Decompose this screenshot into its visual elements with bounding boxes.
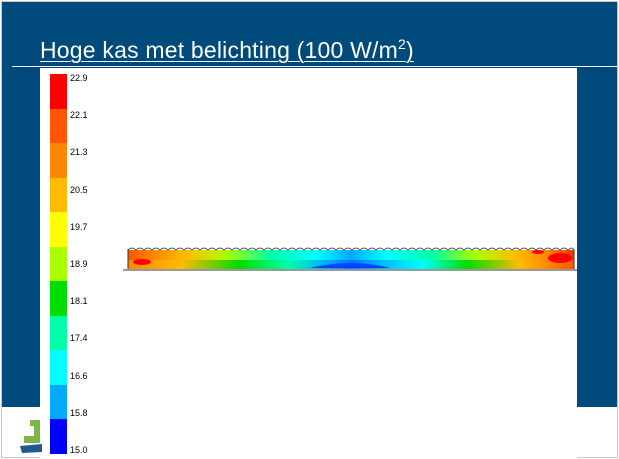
colorbar-segment xyxy=(50,315,67,351)
colorbar xyxy=(50,74,67,455)
colorbar-segment xyxy=(50,212,67,248)
slide-title-main: Hoge kas met belichting (100 W/m xyxy=(40,37,398,63)
slide-title-superscript: 2 xyxy=(397,36,406,52)
colorbar-segment xyxy=(50,281,67,317)
bottom-strip xyxy=(2,407,617,457)
colorbar-tick-label: 18.1 xyxy=(70,296,88,307)
colorbar-segment xyxy=(50,74,67,110)
hot-zone-right-small xyxy=(532,250,544,254)
colorbar-tick-label: 21.3 xyxy=(70,147,88,158)
colorbar-tick-label: 22.9 xyxy=(70,73,88,83)
hot-zone-right xyxy=(548,253,572,263)
colorbar-segment xyxy=(50,419,67,455)
logo-icon xyxy=(20,420,42,453)
colorbar-tick-label: 17.4 xyxy=(70,333,88,344)
colorbar-tick-label: 18.9 xyxy=(70,259,88,269)
colorbar-segment xyxy=(50,108,67,144)
slide-title-close: ) xyxy=(405,37,414,63)
colorbar-segment xyxy=(50,384,67,420)
colorbar-segment xyxy=(50,246,67,282)
greenhouse-roof xyxy=(127,247,575,251)
colorbar-tick-label: 19.7 xyxy=(70,221,88,232)
title-underline-rule xyxy=(12,66,617,67)
colorbar-tick-label: 15.0 xyxy=(70,445,88,455)
colorbar-segment xyxy=(50,177,67,213)
colorbar-tick-label: 16.6 xyxy=(70,370,88,381)
colorbar-segment xyxy=(50,143,67,179)
colorbar-tick-label: 22.1 xyxy=(70,110,88,121)
cold-zone-center xyxy=(310,263,390,268)
hot-zone-left xyxy=(133,259,151,265)
temperature-contour-plot xyxy=(123,247,577,271)
colorbar-tick-label: 15.8 xyxy=(70,407,88,418)
colorbar-tick-label: 20.5 xyxy=(70,184,88,195)
colorbar-segment xyxy=(50,350,67,386)
contour-band-upper xyxy=(128,250,574,260)
slide-title: Hoge kas met belichting (100 W/m2) xyxy=(40,36,414,64)
